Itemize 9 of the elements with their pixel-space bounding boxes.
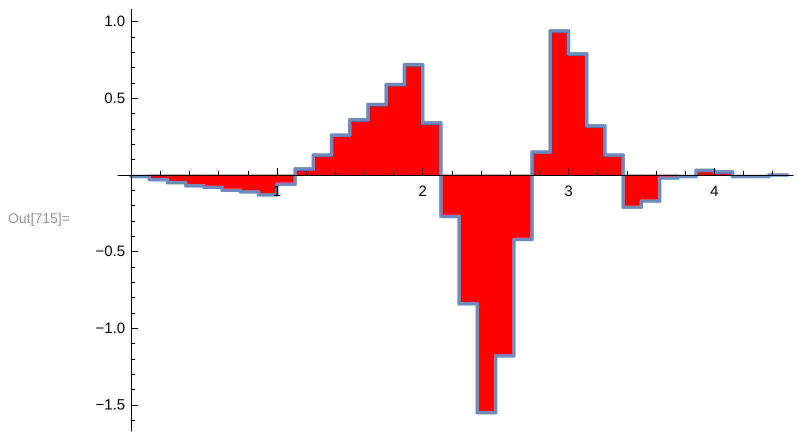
y-tick-label: −1.5 [95,396,126,414]
x-tick-label: 3 [564,182,573,200]
y-tick-label: 1.0 [104,13,126,30]
y-tick-label: −1.0 [95,320,126,337]
x-tick-label: 2 [418,182,427,200]
text: Out[715]= [8,210,70,226]
x-tick-label: 4 [710,182,718,200]
y-tick-label: 0.5 [104,90,126,107]
y-tick-label: −0.5 [95,243,126,260]
